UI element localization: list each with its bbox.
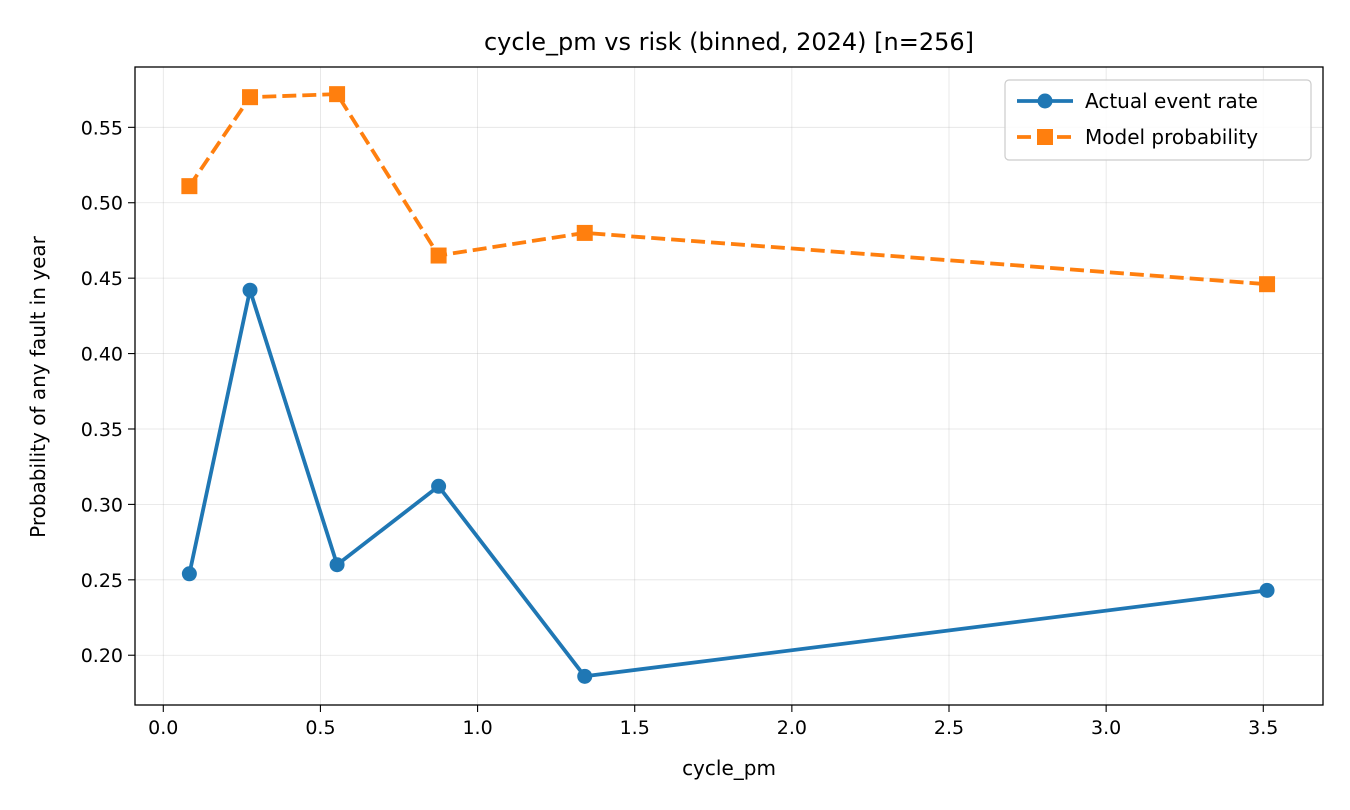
x-tick-label: 0.0 <box>148 717 178 739</box>
x-tick-label: 2.5 <box>934 717 964 739</box>
data-point <box>181 178 198 195</box>
data-point <box>329 557 345 573</box>
x-tick-label: 1.0 <box>462 717 492 739</box>
y-tick-label: 0.50 <box>81 193 123 215</box>
legend-label: Actual event rate <box>1085 89 1258 113</box>
y-tick-label: 0.40 <box>81 344 123 366</box>
series-2 <box>181 86 1276 293</box>
y-tick-label: 0.55 <box>81 117 123 139</box>
legend-box <box>1004 79 1312 161</box>
grid <box>135 67 1323 705</box>
series-layer <box>181 86 1276 684</box>
data-point <box>1259 276 1276 293</box>
y-tick-label: 0.30 <box>81 494 123 516</box>
x-tick-label: 2.0 <box>777 717 807 739</box>
series-line <box>187 288 1268 679</box>
x-tick-label: 1.5 <box>620 717 650 739</box>
plot-frame <box>134 66 1324 706</box>
x-axis-label: cycle_pm <box>682 756 776 780</box>
data-point <box>329 86 346 103</box>
y-tick-label: 0.45 <box>81 268 123 290</box>
legend-entry: Actual event rate <box>1017 89 1258 113</box>
y-tick-label: 0.35 <box>81 419 123 441</box>
data-point <box>576 224 593 241</box>
legend-entry: Model probability <box>1017 125 1258 149</box>
data-point <box>430 247 447 264</box>
chart-title: cycle_pm vs risk (binned, 2024) [n=256] <box>484 28 974 56</box>
legend-marker <box>1037 93 1053 109</box>
legend: Actual event rate Model probability <box>1004 79 1312 161</box>
legend-marker <box>1037 129 1053 145</box>
data-point <box>431 478 447 494</box>
series-1 <box>181 282 1275 684</box>
y-axis-label: Probability of any fault in year <box>26 235 50 538</box>
data-point <box>577 668 593 684</box>
legend-label: Model probability <box>1085 125 1258 149</box>
ticks: 0.0 0.5 1.0 1.5 2.0 2.5 3.0 3.5 0.20 0.25 0.30 0.35… <box>81 117 1279 739</box>
y-tick-label: 0.20 <box>81 645 123 667</box>
data-point <box>1259 582 1275 598</box>
series-line <box>187 92 1268 287</box>
x-tick-label: 3.5 <box>1248 717 1278 739</box>
data-point <box>181 566 197 582</box>
data-point <box>242 282 258 298</box>
data-point <box>242 89 259 106</box>
x-tick-label: 0.5 <box>305 717 335 739</box>
x-tick-label: 3.0 <box>1091 717 1121 739</box>
y-tick-label: 0.25 <box>81 570 123 592</box>
